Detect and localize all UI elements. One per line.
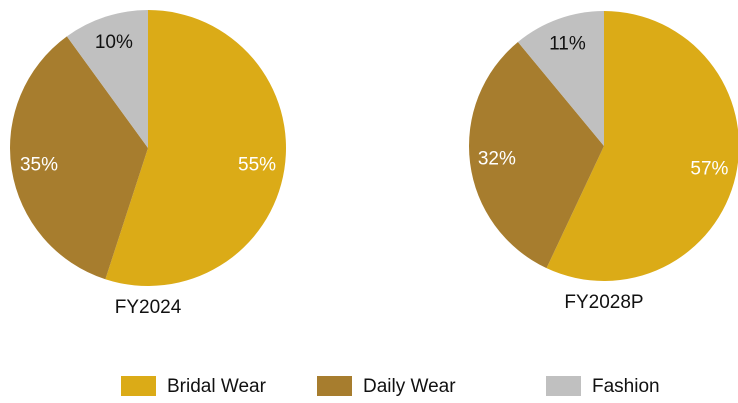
data-label: 57% [690, 159, 728, 180]
pie-slice [10, 36, 148, 280]
legend-label: Fashion [592, 376, 660, 397]
pie-slice [66, 10, 148, 148]
data-label: 55% [238, 154, 276, 175]
data-label: 10% [95, 32, 133, 53]
legend-label: Daily Wear [363, 376, 456, 397]
legend-label: Bridal Wear [167, 376, 267, 397]
data-label: 35% [20, 154, 58, 175]
data-label: 11% [549, 33, 586, 54]
pie-slice [517, 11, 604, 146]
legend-swatch [546, 376, 581, 396]
legend-swatch [317, 376, 352, 396]
pie-slice [468, 41, 604, 269]
pie-title: FY2028P [564, 292, 643, 313]
pie-slice [105, 10, 286, 286]
pie-slice [546, 11, 738, 281]
legend-swatch [121, 376, 156, 396]
pie-title: FY2024 [115, 297, 182, 318]
data-label: 32% [478, 149, 516, 170]
